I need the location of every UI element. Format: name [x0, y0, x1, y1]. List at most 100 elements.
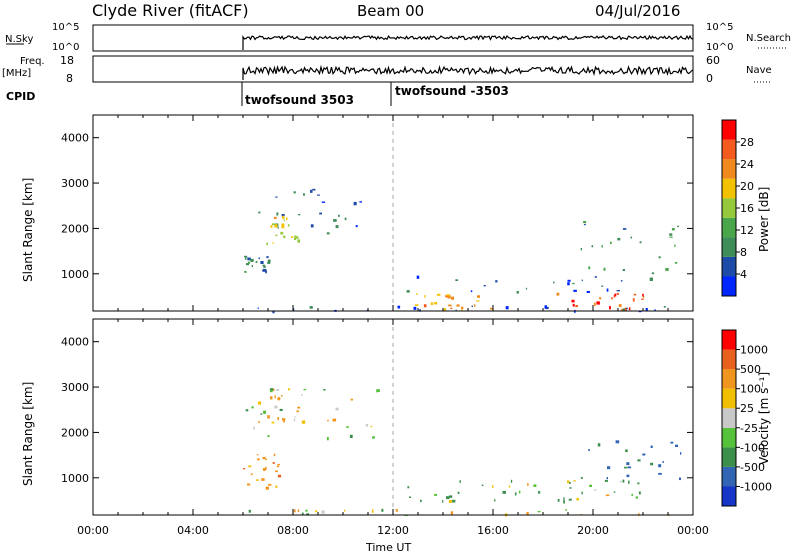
heatmap-cell-power	[338, 214, 340, 217]
heatmap-cell-velocity	[276, 465, 280, 468]
freq-tick-top: 18	[60, 54, 74, 67]
heatmap-cell-velocity	[243, 468, 246, 470]
cpid-segment-1: twofsound 3503	[245, 93, 354, 107]
heatmap-cell-power	[436, 293, 441, 296]
heatmap-cell-velocity	[481, 484, 484, 487]
y-tick-label: 2000	[61, 426, 89, 439]
heatmap-cell-power	[282, 215, 285, 219]
heatmap-cell-power	[460, 309, 463, 311]
heatmap-cell-power	[317, 194, 320, 196]
heatmap-cell-velocity	[448, 495, 453, 498]
velocity-ylabel: Slant Range [km]	[21, 382, 35, 486]
colorbar-swatch	[722, 276, 736, 296]
heatmap-cell-power	[297, 239, 300, 243]
heatmap-cell-velocity	[303, 388, 306, 391]
x-tick-label: 12:00	[377, 524, 409, 537]
heatmap-cell-velocity	[434, 493, 437, 496]
heatmap-cell-velocity	[370, 425, 373, 428]
heatmap-cell-velocity	[251, 406, 254, 409]
heatmap-cell-velocity	[296, 410, 299, 413]
heatmap-cell-velocity	[573, 480, 576, 482]
heatmap-cell-power	[309, 306, 313, 309]
heatmap-cell-power	[287, 224, 290, 227]
heatmap-cell-power	[622, 308, 625, 311]
heatmap-cell-power	[641, 298, 644, 300]
heatmap-cell-power	[344, 217, 347, 221]
heatmap-cell-power	[613, 294, 615, 298]
x-tick-label: 00:00	[677, 524, 709, 537]
heatmap-cell-power	[255, 261, 258, 263]
heatmap-cell-velocity	[589, 484, 592, 487]
heatmap-cell-velocity	[281, 418, 286, 421]
heatmap-cell-velocity	[494, 499, 496, 502]
heatmap-cell-power	[419, 309, 421, 312]
heatmap-cell-velocity	[258, 401, 262, 405]
y-tick-label: 1000	[61, 268, 89, 281]
heatmap-cell-velocity	[625, 449, 628, 453]
heatmap-cell-velocity	[510, 479, 513, 483]
nsky-trace	[242, 34, 694, 50]
x-tick-label: 00:00	[77, 524, 109, 537]
heatmap-cell-power	[274, 216, 277, 219]
colorbar-tick-label: 12	[740, 224, 754, 237]
colorbar-tick-label: -500	[740, 461, 765, 474]
heatmap-cell-velocity	[247, 483, 251, 486]
heatmap-cell-power	[291, 236, 294, 238]
heatmap-cell-velocity	[407, 486, 410, 489]
heatmap-cell-velocity	[605, 494, 610, 497]
colorbar-tick-label: 1000	[740, 344, 768, 357]
heatmap-cell-velocity	[631, 493, 633, 496]
heatmap-cell-power	[276, 212, 279, 216]
heatmap-cell-power	[596, 301, 600, 305]
heatmap-cell-velocity	[349, 434, 353, 438]
heatmap-cell-power	[251, 265, 253, 267]
heatmap-cell-power	[257, 307, 259, 309]
colorbar-swatch	[722, 178, 736, 199]
heatmap-cell-velocity	[253, 426, 255, 430]
heatmap-cell-power	[581, 279, 583, 282]
heatmap-cell-velocity	[446, 496, 450, 500]
power-ylabel: Slant Range [km]	[21, 178, 35, 282]
freq-tick-bottom: 8	[66, 72, 73, 85]
heatmap-cell-velocity	[508, 485, 511, 488]
heatmap-cell-velocity	[274, 405, 278, 409]
y-tick-label: 4000	[61, 132, 89, 145]
heatmap-cell-power	[310, 189, 313, 193]
heatmap-cell-power	[618, 304, 622, 308]
colorbar-swatch	[722, 198, 736, 218]
colorbar-swatch	[722, 369, 736, 389]
heatmap-cell-power	[353, 201, 357, 206]
heatmap-cell-velocity	[335, 407, 339, 411]
heatmap-cell-power	[275, 234, 278, 237]
colorbar-swatch	[722, 256, 736, 277]
heatmap-cell-power	[283, 235, 286, 239]
heatmap-cell-power	[281, 214, 285, 217]
heatmap-cell-power	[669, 236, 673, 238]
heatmap-cell-velocity	[533, 484, 537, 487]
heatmap-cell-power	[451, 296, 454, 300]
heatmap-cell-power	[447, 295, 451, 299]
heatmap-cell-power	[335, 225, 339, 229]
colorbar-tick-label: 24	[740, 158, 754, 171]
heatmap-cell-power	[665, 268, 669, 271]
heatmap-cell-power	[483, 285, 486, 287]
heatmap-cell-power	[633, 293, 637, 296]
station-title: Clyde River (fitACF)	[92, 1, 249, 20]
heatmap-cell-velocity	[297, 406, 301, 409]
heatmap-cell-velocity	[613, 491, 616, 493]
heatmap-cell-velocity	[263, 468, 266, 471]
heatmap-cell-power	[415, 304, 419, 306]
power-panel	[244, 115, 679, 314]
heatmap-cell-power	[658, 256, 661, 259]
heatmap-cell-power	[244, 270, 247, 273]
heatmap-cell-power	[448, 304, 452, 307]
y-tick-label: 2000	[61, 222, 89, 235]
freq-unit: [MHz]	[2, 68, 31, 79]
heatmap-cell-power	[642, 293, 644, 297]
heatmap-cell-power	[272, 242, 274, 244]
heatmap-cell-power	[575, 305, 578, 308]
heatmap-cell-velocity	[588, 449, 590, 451]
heatmap-cell-velocity	[568, 498, 572, 501]
heatmap-cell-velocity	[450, 511, 453, 515]
colorbar-swatch	[722, 330, 736, 350]
